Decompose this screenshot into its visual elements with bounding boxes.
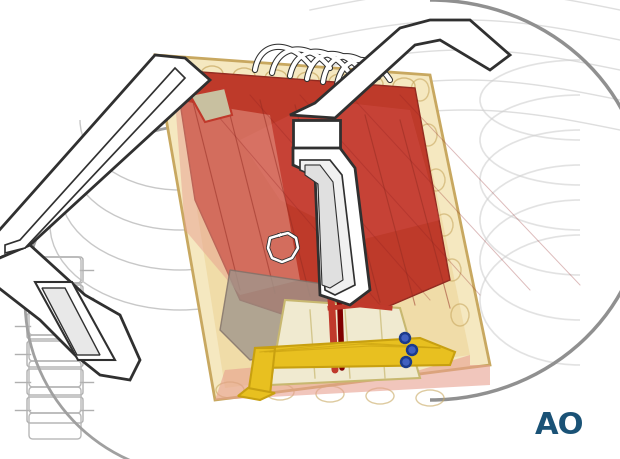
Polygon shape (0, 55, 210, 260)
Polygon shape (35, 282, 115, 360)
Polygon shape (190, 88, 232, 122)
Circle shape (407, 345, 417, 356)
Circle shape (401, 357, 412, 368)
Polygon shape (175, 100, 300, 295)
Polygon shape (305, 165, 343, 288)
Polygon shape (300, 160, 355, 295)
Circle shape (403, 359, 409, 365)
Polygon shape (0, 245, 140, 380)
Polygon shape (293, 148, 370, 305)
Polygon shape (175, 70, 450, 320)
Polygon shape (248, 348, 275, 395)
Polygon shape (240, 100, 440, 240)
Polygon shape (175, 70, 470, 388)
Polygon shape (238, 388, 275, 400)
Polygon shape (255, 338, 455, 368)
Circle shape (409, 347, 415, 353)
Text: AO: AO (535, 410, 585, 440)
Polygon shape (5, 68, 185, 253)
Polygon shape (155, 55, 490, 400)
Polygon shape (293, 120, 340, 148)
Polygon shape (215, 355, 490, 400)
Polygon shape (42, 288, 100, 355)
Polygon shape (220, 270, 350, 360)
Circle shape (399, 332, 410, 343)
Polygon shape (290, 20, 510, 118)
Circle shape (402, 335, 408, 341)
Polygon shape (270, 300, 420, 385)
